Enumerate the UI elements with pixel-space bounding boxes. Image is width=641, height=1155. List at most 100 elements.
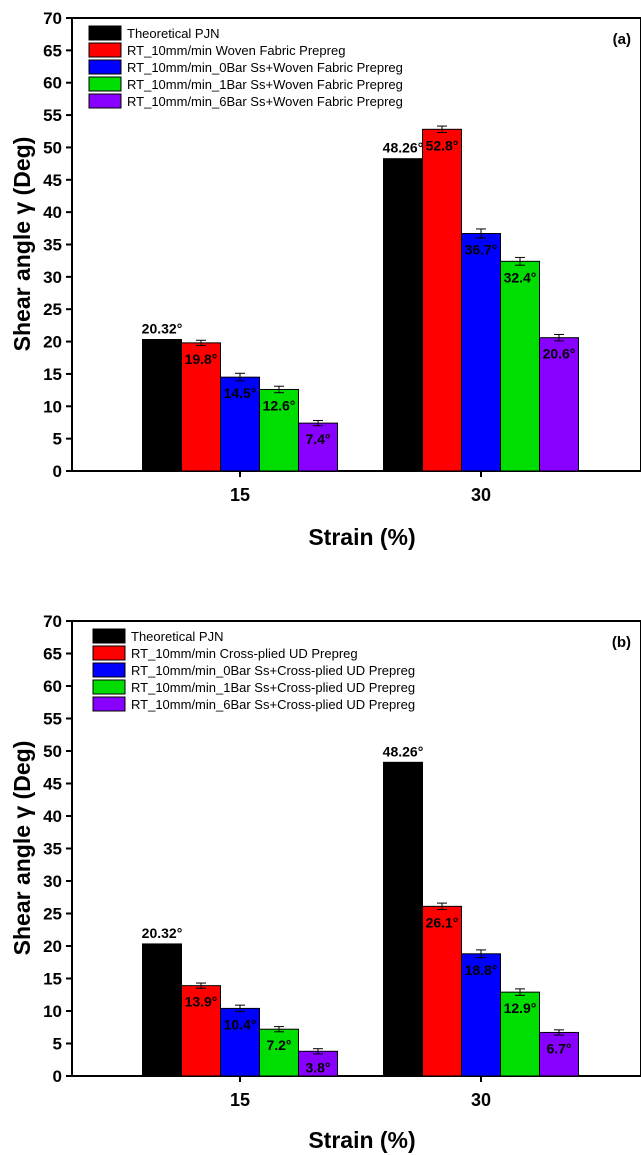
y-tick-label: 20 <box>43 937 62 956</box>
data-label: 20.32° <box>142 321 183 337</box>
y-tick-label: 5 <box>53 430 62 449</box>
bar <box>181 342 221 472</box>
bars: 20.32° 48.26° 19.8° 52.8° 14.5° 36.7° 12.6° 32.… <box>142 125 579 472</box>
legend-swatch <box>92 696 126 712</box>
panel-label: (b) <box>612 634 631 651</box>
y-tick-label: 30 <box>43 268 62 287</box>
bar <box>383 158 423 472</box>
legend-swatch <box>88 25 122 41</box>
legend-label: RT_10mm/min_0Bar Ss+Woven Fabric Prepreg <box>127 60 403 75</box>
legend-swatch <box>88 76 122 92</box>
x-tick-label: 15 <box>230 485 250 505</box>
data-label: 12.6° <box>263 397 296 413</box>
y-tick-label: 0 <box>53 1067 62 1086</box>
y-tick-label: 20 <box>43 333 62 352</box>
bar <box>461 953 501 1077</box>
y-tick-label: 70 <box>43 9 62 28</box>
data-label: 26.1° <box>426 914 459 930</box>
y-tick-label: 10 <box>43 397 62 416</box>
data-label: 7.2° <box>266 1037 291 1053</box>
data-label: 20.32° <box>142 925 183 941</box>
legend-label: RT_10mm/min Cross-plied UD Prepreg <box>131 646 358 661</box>
y-axis-title: Shear angle γ (Deg) <box>9 741 35 956</box>
x-axis-title: Strain (%) <box>308 1127 415 1153</box>
y-tick-label: 60 <box>43 74 62 93</box>
y-tick-label: 70 <box>43 612 62 631</box>
data-label: 7.4° <box>305 431 330 447</box>
data-label: 18.8° <box>465 962 498 978</box>
legend-label: RT_10mm/min Woven Fabric Prepreg <box>127 43 345 58</box>
y-tick-label: 30 <box>43 872 62 891</box>
panel-label: (a) <box>613 31 631 48</box>
legend-label: RT_10mm/min_6Bar Ss+Cross-plied UD Prepr… <box>131 697 415 712</box>
y-tick-label: 55 <box>43 710 62 729</box>
legend-swatch <box>92 628 126 644</box>
legend-label: RT_10mm/min_6Bar Ss+Woven Fabric Prepreg <box>127 94 403 109</box>
y-tick-label: 25 <box>43 905 62 924</box>
bar <box>422 128 462 472</box>
bar <box>500 991 540 1077</box>
data-label: 32.4° <box>504 269 537 285</box>
x-tick-label: 30 <box>471 485 491 505</box>
bars: 20.32° 48.26° 13.9° 26.1° 10.4° 18.8° 7.2° 12.9… <box>142 743 579 1077</box>
data-label: 36.7° <box>465 241 498 257</box>
data-label: 6.7° <box>546 1040 571 1056</box>
data-label: 3.8° <box>305 1059 330 1075</box>
bar <box>259 388 299 472</box>
y-tick-label: 35 <box>43 840 62 859</box>
data-label: 20.6° <box>543 346 576 362</box>
legend: Theoretical PJN RT_10mm/min Woven Fabric … <box>88 25 403 109</box>
legend-swatch <box>92 662 126 678</box>
x-axis-title: Strain (%) <box>308 524 415 550</box>
panel-a: 0 5 10 15 20 25 30 35 40 45 50 55 60 65 70 20.32° 48.26… <box>9 9 641 550</box>
legend-swatch <box>92 679 126 695</box>
y-tick-label: 25 <box>43 300 62 319</box>
y-tick-label: 5 <box>53 1035 62 1054</box>
bar <box>298 422 338 472</box>
y-tick-label: 35 <box>43 236 62 255</box>
legend-label: RT_10mm/min_1Bar Ss+Cross-plied UD Prepr… <box>131 680 415 695</box>
legend: Theoretical PJN RT_10mm/min Cross-plied U… <box>92 628 415 712</box>
data-label: 12.9° <box>504 1000 537 1016</box>
bar <box>500 260 540 472</box>
legend-label: Theoretical PJN <box>127 26 219 41</box>
legend-swatch <box>88 59 122 75</box>
y-tick-label: 15 <box>43 365 62 384</box>
y-tick-label: 0 <box>53 462 62 481</box>
y-tick-label: 65 <box>43 41 62 60</box>
bar <box>383 761 423 1077</box>
y-tick-label: 15 <box>43 970 62 989</box>
bar <box>422 905 462 1077</box>
bar <box>461 232 501 472</box>
y-tick-label: 50 <box>43 742 62 761</box>
bar <box>539 337 579 472</box>
y-tick-label: 55 <box>43 106 62 125</box>
y-tick-label: 10 <box>43 1002 62 1021</box>
y-tick-label: 40 <box>43 203 62 222</box>
data-label: 19.8° <box>185 351 218 367</box>
x-axis: 15 30 <box>230 471 491 505</box>
data-label: 10.4° <box>224 1016 257 1032</box>
data-label: 48.26° <box>383 743 424 759</box>
bar <box>539 1031 579 1077</box>
panel-b: 0 5 10 15 20 25 30 35 40 45 50 55 60 65 70 20.32° 48.26… <box>9 612 641 1153</box>
data-label: 52.8° <box>426 137 459 153</box>
data-label: 14.5° <box>224 385 257 401</box>
data-label: 13.9° <box>185 994 218 1010</box>
data-label: 48.26° <box>383 140 424 156</box>
y-axis: 0 5 10 15 20 25 30 35 40 45 50 55 60 65 70 <box>43 612 72 1086</box>
y-tick-label: 65 <box>43 645 62 664</box>
legend-swatch <box>92 645 126 661</box>
x-tick-label: 30 <box>471 1090 491 1110</box>
y-axis: 0 5 10 15 20 25 30 35 40 45 50 55 60 65 70 <box>43 9 72 481</box>
x-axis: 15 30 <box>230 1076 491 1110</box>
y-tick-label: 50 <box>43 138 62 157</box>
y-tick-label: 60 <box>43 677 62 696</box>
y-axis-title: Shear angle γ (Deg) <box>9 137 35 352</box>
legend-swatch <box>88 42 122 58</box>
legend-label: RT_10mm/min_0Bar Ss+Cross-plied UD Prepr… <box>131 663 415 678</box>
y-tick-label: 40 <box>43 807 62 826</box>
y-tick-label: 45 <box>43 775 62 794</box>
bar <box>142 943 182 1077</box>
